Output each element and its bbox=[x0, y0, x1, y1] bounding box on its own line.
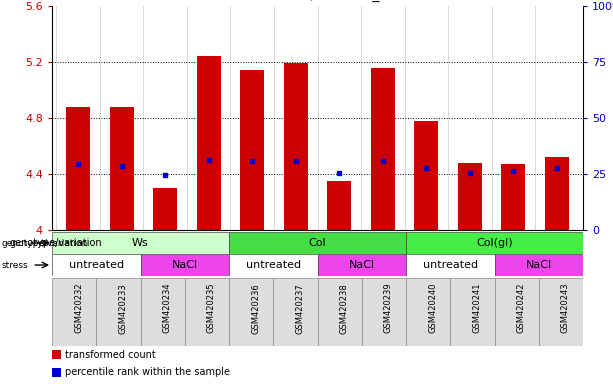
Text: GSM420233: GSM420233 bbox=[118, 283, 128, 334]
Title: GDS3927 / 245490_at: GDS3927 / 245490_at bbox=[242, 0, 394, 2]
Text: GSM420242: GSM420242 bbox=[517, 283, 525, 333]
Bar bbox=[229, 232, 406, 254]
Text: Col: Col bbox=[309, 238, 326, 248]
Bar bbox=[362, 278, 406, 346]
Bar bbox=[451, 278, 495, 346]
Bar bbox=[406, 278, 451, 346]
Text: NaCl: NaCl bbox=[172, 260, 198, 270]
Bar bbox=[229, 254, 318, 276]
Bar bbox=[52, 350, 61, 359]
Bar bbox=[414, 121, 438, 230]
Text: percentile rank within the sample: percentile rank within the sample bbox=[65, 367, 230, 377]
Bar bbox=[66, 107, 90, 230]
Bar bbox=[110, 107, 134, 230]
Text: genotype/variation: genotype/variation bbox=[9, 238, 102, 248]
Text: NaCl: NaCl bbox=[349, 260, 375, 270]
Bar bbox=[327, 181, 351, 230]
Text: GSM420243: GSM420243 bbox=[561, 283, 570, 333]
Bar bbox=[185, 278, 229, 346]
Bar bbox=[240, 70, 264, 230]
Text: genotype/variation: genotype/variation bbox=[1, 238, 87, 248]
Bar bbox=[458, 163, 482, 230]
Bar bbox=[539, 278, 583, 346]
Bar bbox=[52, 254, 140, 276]
Text: GSM420235: GSM420235 bbox=[207, 283, 216, 333]
Bar bbox=[371, 68, 395, 230]
Text: untreated: untreated bbox=[246, 260, 301, 270]
Bar bbox=[284, 63, 308, 230]
Bar bbox=[318, 254, 406, 276]
Text: GSM420232: GSM420232 bbox=[74, 283, 83, 333]
Bar bbox=[495, 278, 539, 346]
Text: GSM420234: GSM420234 bbox=[162, 283, 172, 333]
Text: GSM420236: GSM420236 bbox=[251, 283, 260, 334]
Bar bbox=[406, 232, 583, 254]
Bar bbox=[495, 254, 583, 276]
Text: untreated: untreated bbox=[423, 260, 478, 270]
Text: NaCl: NaCl bbox=[526, 260, 552, 270]
Text: GSM420241: GSM420241 bbox=[473, 283, 481, 333]
Bar bbox=[273, 278, 318, 346]
Text: Ws: Ws bbox=[132, 238, 149, 248]
Bar bbox=[140, 254, 229, 276]
Bar bbox=[501, 164, 525, 230]
Bar bbox=[52, 368, 61, 377]
Bar bbox=[153, 188, 177, 230]
Bar bbox=[318, 278, 362, 346]
Text: stress: stress bbox=[1, 260, 28, 270]
Text: untreated: untreated bbox=[69, 260, 124, 270]
Bar bbox=[52, 278, 96, 346]
Bar bbox=[406, 254, 495, 276]
Text: GSM420240: GSM420240 bbox=[428, 283, 437, 333]
Text: GSM420238: GSM420238 bbox=[340, 283, 349, 334]
Text: GSM420239: GSM420239 bbox=[384, 283, 393, 333]
Bar bbox=[140, 278, 185, 346]
Text: GSM420237: GSM420237 bbox=[295, 283, 305, 334]
Bar bbox=[197, 56, 221, 230]
Text: Col(gl): Col(gl) bbox=[476, 238, 513, 248]
Bar bbox=[96, 278, 140, 346]
Bar bbox=[52, 232, 229, 254]
Bar bbox=[545, 157, 569, 230]
Text: transformed count: transformed count bbox=[65, 350, 156, 360]
Bar bbox=[229, 278, 273, 346]
